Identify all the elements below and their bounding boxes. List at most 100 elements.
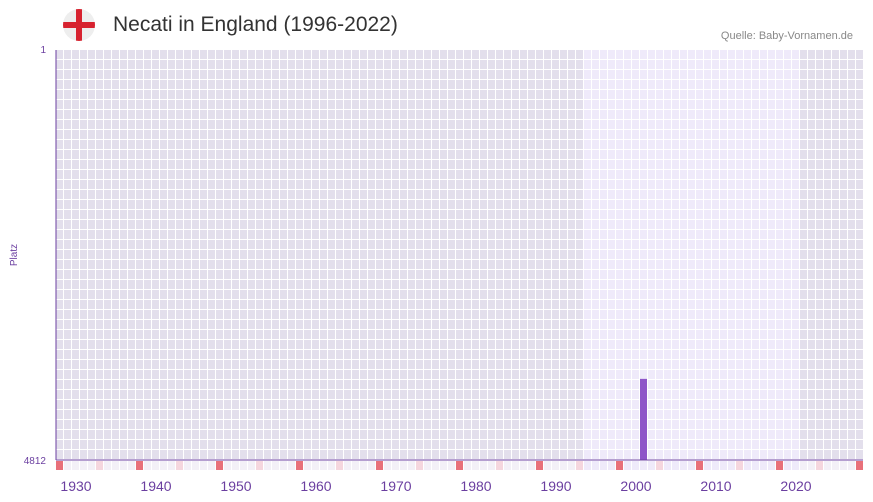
grid-cell [376, 290, 383, 299]
grid-cell [504, 430, 511, 439]
grid-cell [680, 240, 687, 249]
grid-cell [528, 450, 535, 459]
grid-cell [608, 50, 615, 59]
grid-cell [528, 330, 535, 339]
grid-cell [160, 70, 167, 79]
grid-cell [192, 160, 199, 169]
grid-cell [760, 90, 767, 99]
grid-cell [440, 170, 447, 179]
grid-cell [296, 400, 303, 409]
grid-cell [336, 210, 343, 219]
grid-cell [128, 220, 135, 229]
grid-cell [392, 120, 399, 129]
grid-cell [168, 160, 175, 169]
grid-cell [392, 240, 399, 249]
grid-cell [72, 90, 79, 99]
grid-cell [296, 70, 303, 79]
grid-cell [648, 120, 655, 129]
grid-cell [448, 340, 455, 349]
grid-cell [368, 260, 375, 269]
grid-cell [736, 350, 743, 359]
grid-cell [848, 60, 855, 69]
grid-cell [264, 310, 271, 319]
grid-cell [248, 290, 255, 299]
grid-cell [176, 290, 183, 299]
grid-cell [216, 400, 223, 409]
grid-cell [216, 100, 223, 109]
grid-cell [200, 160, 207, 169]
grid-cell [72, 400, 79, 409]
grid-cell [504, 340, 511, 349]
grid-cell [64, 110, 71, 119]
x-tick-1940: 1940 [140, 478, 171, 494]
grid-cell [464, 280, 471, 289]
grid-cell [544, 280, 551, 289]
grid-cell [624, 390, 631, 399]
grid-cell [312, 330, 319, 339]
grid-cell [400, 90, 407, 99]
grid-cell [672, 380, 679, 389]
grid-cell [224, 300, 231, 309]
grid-cell [824, 140, 831, 149]
grid-cell [152, 280, 159, 289]
grid-cell [784, 260, 791, 269]
grid-cell [784, 250, 791, 259]
grid-cell [680, 100, 687, 109]
grid-cell [680, 110, 687, 119]
grid-cell [136, 340, 143, 349]
grid-cell [280, 450, 287, 459]
grid-cell [504, 310, 511, 319]
grid-cell [608, 280, 615, 289]
grid-cell [224, 390, 231, 399]
grid-cell [128, 350, 135, 359]
grid-cell [504, 290, 511, 299]
grid-cell [664, 410, 671, 419]
grid-cell [240, 220, 247, 229]
grid-cell [104, 70, 111, 79]
grid-cell [296, 370, 303, 379]
grid-cell [488, 150, 495, 159]
grid-cell [544, 110, 551, 119]
grid-cell [504, 170, 511, 179]
x-tick-1980: 1980 [460, 478, 491, 494]
grid-cell [480, 150, 487, 159]
grid-cell [656, 290, 663, 299]
grid-cell [672, 330, 679, 339]
grid-cell [624, 350, 631, 359]
grid-cell [88, 220, 95, 229]
grid-cell [96, 290, 103, 299]
grid-cell [688, 350, 695, 359]
grid-cell [232, 60, 239, 69]
grid-cell [512, 160, 519, 169]
grid-cell [680, 290, 687, 299]
grid-cell [96, 70, 103, 79]
grid-cell [128, 450, 135, 459]
grid-cell [656, 90, 663, 99]
grid-cell [248, 300, 255, 309]
grid-cell [120, 100, 127, 109]
grid-cell [640, 290, 647, 299]
grid-cell [800, 400, 807, 409]
bar-2001[interactable] [640, 378, 647, 460]
grid-cell [536, 100, 543, 109]
grid-cell [296, 160, 303, 169]
grid-cell [112, 120, 119, 129]
grid-cell [208, 190, 215, 199]
grid-cell [712, 170, 719, 179]
grid-cell [328, 270, 335, 279]
grid-cell [504, 190, 511, 199]
grid-cell [552, 150, 559, 159]
grid-cell [224, 290, 231, 299]
grid-cell [680, 330, 687, 339]
grid-cell [456, 210, 463, 219]
grid-cell [448, 200, 455, 209]
grid-cell [104, 320, 111, 329]
grid-cell [344, 120, 351, 129]
grid-cell [760, 70, 767, 79]
grid-cell [384, 210, 391, 219]
grid-cell [840, 390, 847, 399]
grid-cell [456, 430, 463, 439]
grid-cell [576, 370, 583, 379]
grid-cell [80, 440, 87, 449]
grid-cell [448, 70, 455, 79]
